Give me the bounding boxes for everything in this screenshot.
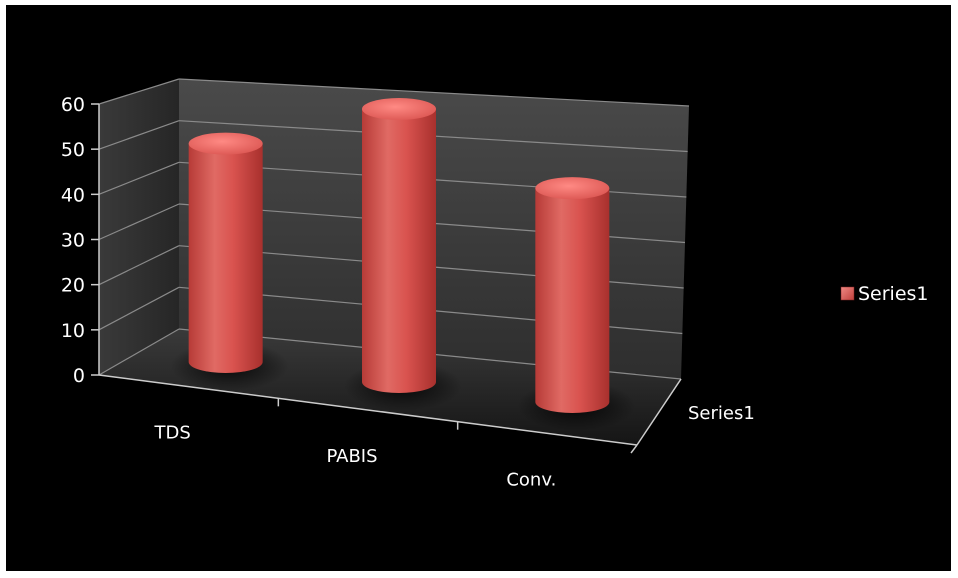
gridline-side (98, 203, 180, 241)
bars (170, 98, 636, 431)
bar-tds (188, 143, 263, 373)
y-tick-label: 10 (61, 320, 85, 342)
gridline-side (98, 78, 180, 105)
legend-swatch (840, 286, 855, 301)
gridline-side (98, 120, 180, 150)
axes (91, 103, 682, 454)
chart-area: 0 10 20 30 40 50 60 TDS PABIS Conv. Series1 Series… (6, 5, 951, 571)
x-axis-line (98, 374, 638, 446)
y-tick-label: 60 (61, 94, 85, 116)
bar-conv (535, 188, 610, 414)
x-tick-label: Conv. (506, 469, 556, 490)
bar-top (362, 98, 436, 120)
depth-tick-mark (630, 444, 638, 454)
chart-svg: 0 10 20 30 40 50 60 TDS PABIS Conv. Series1 Series… (61, 78, 929, 490)
gridline-back (178, 78, 690, 107)
depth-axis-label: Series1 (688, 403, 755, 424)
y-tick-label: 20 (61, 275, 85, 297)
gridline-side (98, 286, 180, 331)
depth-axis-line (636, 378, 682, 446)
legend-label: Series1 (858, 283, 929, 305)
bar-top (188, 132, 263, 155)
labels: 0 10 20 30 40 50 60 TDS PABIS Conv. Series1 (61, 94, 755, 490)
gridline-side (98, 245, 180, 286)
x-tick-label: PABIS (326, 446, 377, 467)
gridline-side (98, 161, 180, 195)
y-tick-label: 0 (73, 365, 85, 387)
bar-top (535, 177, 610, 200)
y-tick-label: 50 (61, 139, 85, 161)
x-tick-label: TDS (154, 423, 191, 444)
legend: Series1 (840, 283, 929, 305)
gridline-side (98, 328, 180, 376)
y-tick-label: 40 (61, 184, 85, 206)
side-wall (99, 79, 179, 375)
bar-pabis (362, 109, 436, 393)
y-tick-label: 30 (61, 230, 85, 252)
